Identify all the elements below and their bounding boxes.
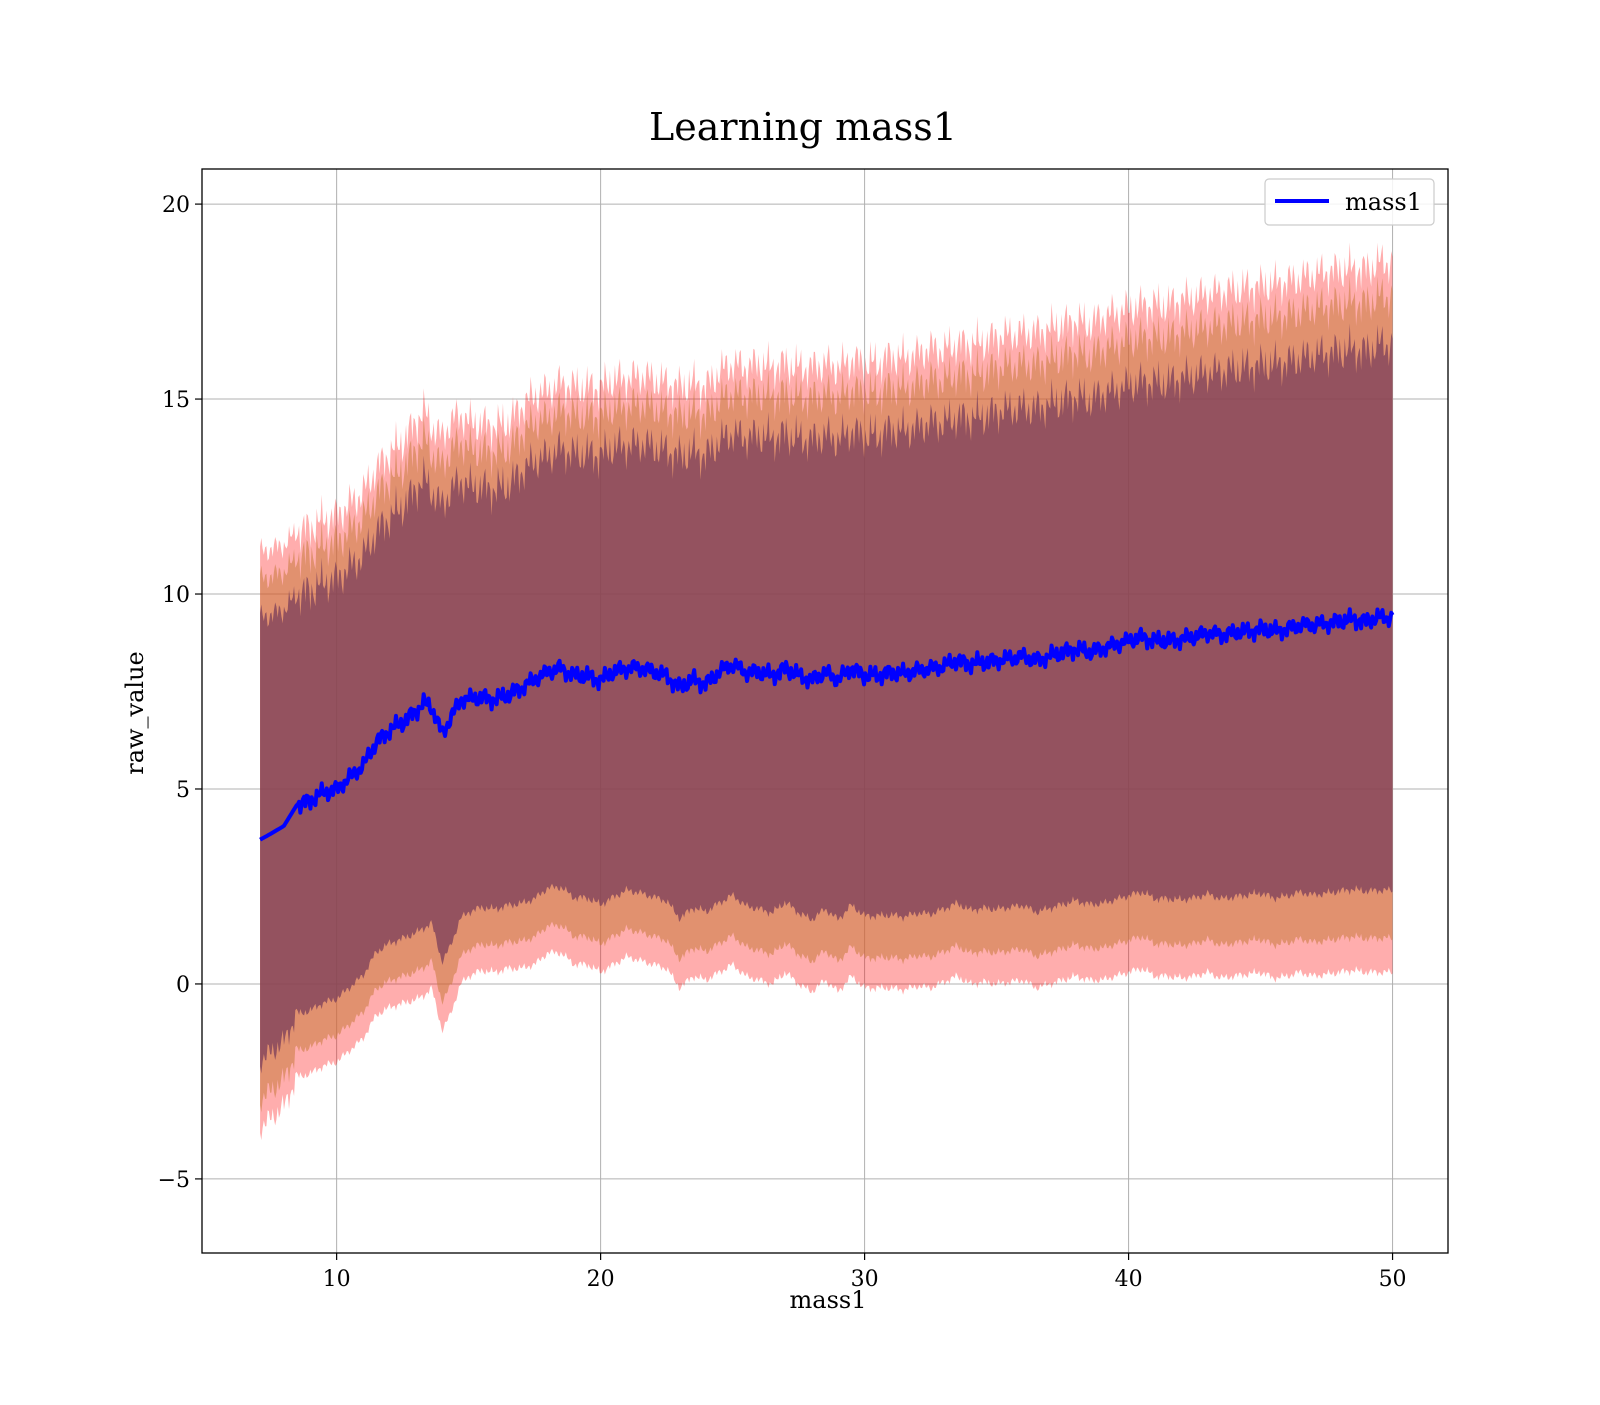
band-inner bbox=[260, 323, 1393, 1074]
x-tick-label: 30 bbox=[851, 1267, 879, 1292]
x-tick-label: 40 bbox=[1115, 1267, 1143, 1292]
series-lines bbox=[259, 607, 1395, 842]
y-tick-label: −5 bbox=[158, 1168, 190, 1193]
axes: 10 20 30 40 50 −5 0 5 10 15 20 bbox=[158, 168, 1449, 1292]
x-tick-label: 10 bbox=[323, 1267, 351, 1292]
x-tick-label: 50 bbox=[1379, 1267, 1407, 1292]
legend-label-mass1: mass1 bbox=[1345, 188, 1422, 216]
y-tick-label: 20 bbox=[162, 193, 190, 218]
plot-frame bbox=[201, 168, 1449, 1254]
x-axis-label: mass1 bbox=[790, 1286, 867, 1314]
y-tick-label: 15 bbox=[162, 388, 190, 413]
legend-frame bbox=[1264, 178, 1435, 226]
y-tick-label: 10 bbox=[162, 583, 190, 608]
y-tick-label: 5 bbox=[176, 778, 190, 803]
chart-title: Learning mass1 bbox=[649, 105, 957, 149]
y-tick-label: 0 bbox=[176, 973, 190, 998]
series-line-mass1 bbox=[259, 607, 1395, 842]
confidence-bands bbox=[260, 242, 1393, 1141]
legend: mass1 bbox=[1264, 178, 1435, 226]
x-tick-label: 20 bbox=[587, 1267, 615, 1292]
y-axis-label: raw_value bbox=[121, 651, 149, 775]
